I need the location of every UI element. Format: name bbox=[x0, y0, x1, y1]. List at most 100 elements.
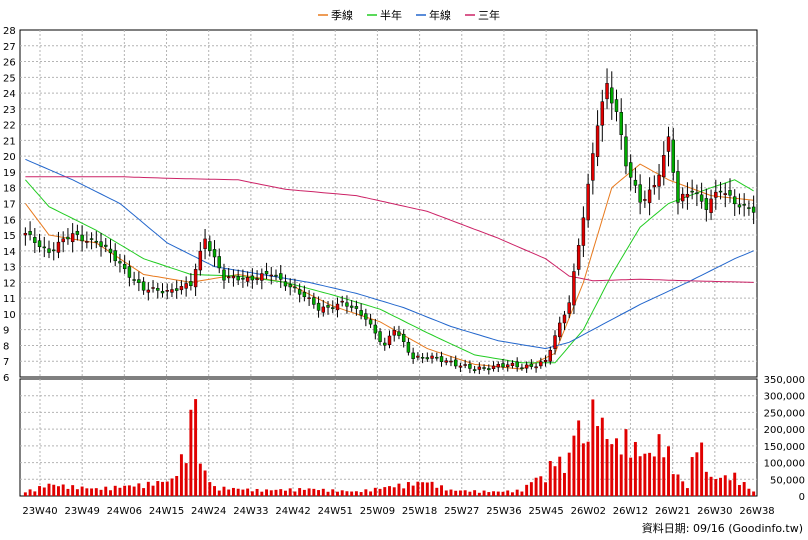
volume-bar bbox=[534, 477, 538, 496]
volume-bar bbox=[213, 486, 216, 496]
candle-body bbox=[274, 274, 278, 277]
volume-bar bbox=[118, 487, 122, 496]
price-tick-label: 25 bbox=[3, 73, 16, 84]
candle-body bbox=[364, 313, 368, 320]
candle-body bbox=[425, 357, 430, 360]
candle-body bbox=[85, 241, 89, 243]
volume-bar bbox=[605, 439, 609, 496]
candle-body bbox=[524, 364, 529, 369]
volume-bar bbox=[496, 491, 500, 496]
x-tick-label: 24W33 bbox=[233, 506, 268, 517]
volume-bar bbox=[170, 478, 174, 496]
candle-body bbox=[662, 155, 666, 178]
candle-body bbox=[685, 193, 690, 198]
volume-bar bbox=[156, 481, 160, 496]
candle-body bbox=[42, 246, 46, 249]
candle-body bbox=[657, 174, 661, 187]
candle-body bbox=[397, 331, 401, 336]
legend-label-1: 半年 bbox=[380, 8, 402, 22]
volume-bar bbox=[146, 481, 150, 496]
volume-bar bbox=[425, 482, 429, 496]
candle-body bbox=[553, 335, 557, 349]
candle-body bbox=[146, 289, 151, 293]
candle-body bbox=[198, 250, 203, 271]
volume-bar bbox=[515, 489, 519, 496]
volume-bar bbox=[695, 452, 699, 496]
candle-body bbox=[349, 305, 354, 308]
candle-body bbox=[435, 356, 439, 359]
volume-bar bbox=[283, 490, 287, 496]
volume-bar bbox=[255, 488, 259, 496]
candle-body bbox=[411, 352, 415, 359]
volume-bar bbox=[501, 491, 505, 496]
x-tick-label: 26W02 bbox=[571, 506, 606, 517]
candle-body bbox=[66, 236, 70, 240]
price-tick-label: 9 bbox=[3, 326, 9, 337]
candle-body bbox=[723, 193, 727, 195]
candle-body bbox=[28, 231, 32, 235]
candle-body bbox=[747, 207, 751, 209]
volume-bar bbox=[52, 484, 56, 496]
volume-bar bbox=[638, 456, 642, 496]
volume-bar bbox=[615, 438, 618, 496]
candle-body bbox=[203, 238, 207, 249]
candle-body bbox=[283, 281, 288, 287]
volume-bar bbox=[369, 491, 373, 496]
candle-body bbox=[160, 290, 165, 294]
volume-bar bbox=[302, 489, 306, 496]
volume-bar bbox=[440, 485, 443, 496]
candle-body bbox=[647, 189, 652, 203]
x-tick-label: 26W30 bbox=[697, 506, 732, 517]
volume-bar bbox=[719, 477, 722, 496]
candle-body bbox=[406, 341, 411, 353]
candle-body bbox=[340, 300, 344, 303]
volume-bar bbox=[657, 434, 661, 496]
volume-bar bbox=[681, 481, 685, 496]
volume-bar bbox=[397, 483, 401, 496]
candle-body bbox=[633, 179, 638, 186]
candle-body bbox=[420, 357, 425, 359]
candle-body bbox=[378, 331, 382, 342]
candle-body bbox=[373, 324, 378, 334]
candle-body bbox=[610, 87, 614, 104]
price-tick-label: 10 bbox=[3, 310, 16, 321]
candle-body bbox=[581, 217, 586, 246]
volume-bar bbox=[676, 474, 680, 496]
volume-bar bbox=[548, 460, 552, 496]
candle-body bbox=[47, 248, 51, 253]
price-tick-label: 13 bbox=[3, 263, 16, 274]
candle-body bbox=[401, 333, 406, 342]
volume-bar bbox=[671, 474, 675, 496]
volume-bar bbox=[194, 399, 198, 496]
volume-bar bbox=[236, 488, 240, 496]
candle-body bbox=[269, 274, 273, 277]
volume-bar bbox=[265, 489, 269, 496]
volume-bar bbox=[208, 482, 212, 496]
candle-body bbox=[193, 269, 198, 288]
price-tick-label: 15 bbox=[3, 231, 16, 242]
volume-bar bbox=[690, 457, 694, 496]
candle-body bbox=[695, 192, 699, 195]
volume-tick-label: 250,000 bbox=[764, 408, 805, 419]
volume-bar bbox=[151, 485, 155, 496]
volume-bar bbox=[525, 484, 529, 496]
x-tick-label: 24W24 bbox=[191, 506, 226, 517]
x-tick-label: 26W38 bbox=[739, 506, 774, 517]
volume-bar bbox=[383, 487, 387, 496]
candle-body bbox=[671, 139, 675, 173]
volume-bar bbox=[336, 491, 339, 496]
volume-bar bbox=[222, 486, 226, 496]
x-tick-label: 25W36 bbox=[486, 506, 521, 517]
volume-bar bbox=[23, 492, 27, 496]
volume-bar bbox=[577, 420, 581, 496]
candle-body bbox=[241, 277, 245, 280]
volume-tick-label: 350,000 bbox=[764, 375, 805, 386]
volume-bar bbox=[165, 481, 169, 496]
volume-bar bbox=[113, 485, 117, 496]
candle-body bbox=[666, 136, 671, 152]
candle-body bbox=[453, 359, 458, 367]
candle-body bbox=[127, 266, 132, 278]
volume-bar bbox=[161, 481, 164, 496]
volume-bar bbox=[132, 486, 136, 496]
